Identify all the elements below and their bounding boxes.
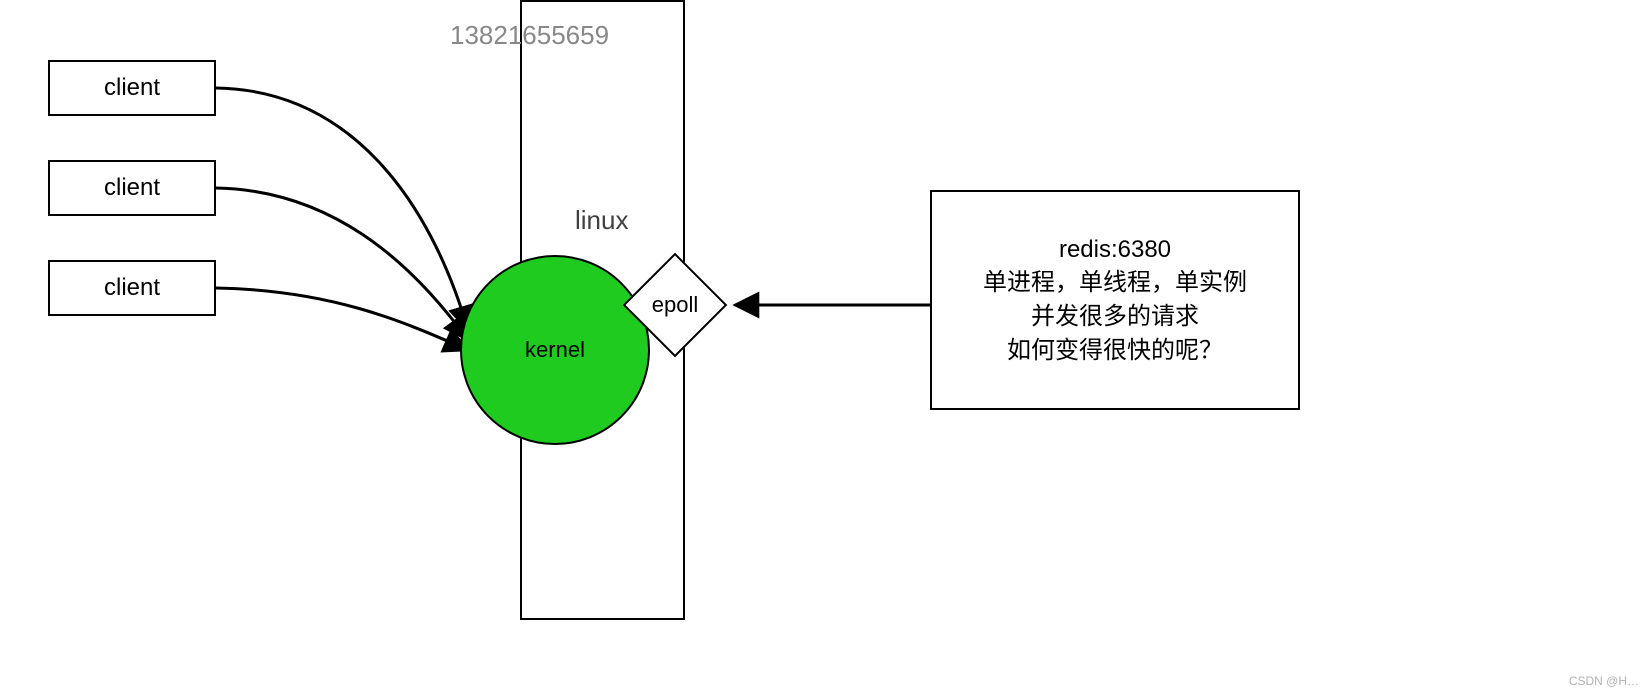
watermark-br-text: CSDN @H… — [1569, 674, 1639, 688]
redis-node: redis:6380 单进程，单线程，单实例 并发很多的请求 如何变得很快的呢？ — [930, 190, 1300, 410]
linux-label: linux — [575, 205, 628, 236]
edges-layer — [0, 0, 1647, 694]
linux-label-text: linux — [575, 205, 628, 235]
client-node-3: client — [48, 260, 216, 316]
kernel-node: kernel — [460, 255, 650, 445]
edge-client3-kernel — [216, 288, 468, 350]
diagram-canvas: client client client kernel epoll linux … — [0, 0, 1647, 694]
epoll-node-label: epoll — [652, 292, 698, 318]
edge-client1-kernel — [216, 88, 468, 330]
watermark-top: 13821655659 — [450, 20, 609, 51]
client-node-2-label: client — [104, 171, 160, 205]
client-node-1-label: client — [104, 71, 160, 105]
redis-line-1: redis:6380 — [1059, 233, 1171, 267]
redis-line-2: 单进程，单线程，单实例 — [983, 266, 1247, 300]
epoll-node: epoll — [638, 268, 712, 342]
redis-line-3: 并发很多的请求 — [1031, 300, 1199, 334]
edge-client2-kernel — [216, 188, 468, 340]
client-node-1: client — [48, 60, 216, 116]
client-node-2: client — [48, 160, 216, 216]
kernel-node-label: kernel — [525, 337, 585, 363]
client-node-3-label: client — [104, 271, 160, 305]
redis-line-4: 如何变得很快的呢？ — [1007, 334, 1223, 368]
watermark-top-text: 13821655659 — [450, 20, 609, 50]
watermark-bottom-right: CSDN @H… — [1569, 674, 1639, 688]
